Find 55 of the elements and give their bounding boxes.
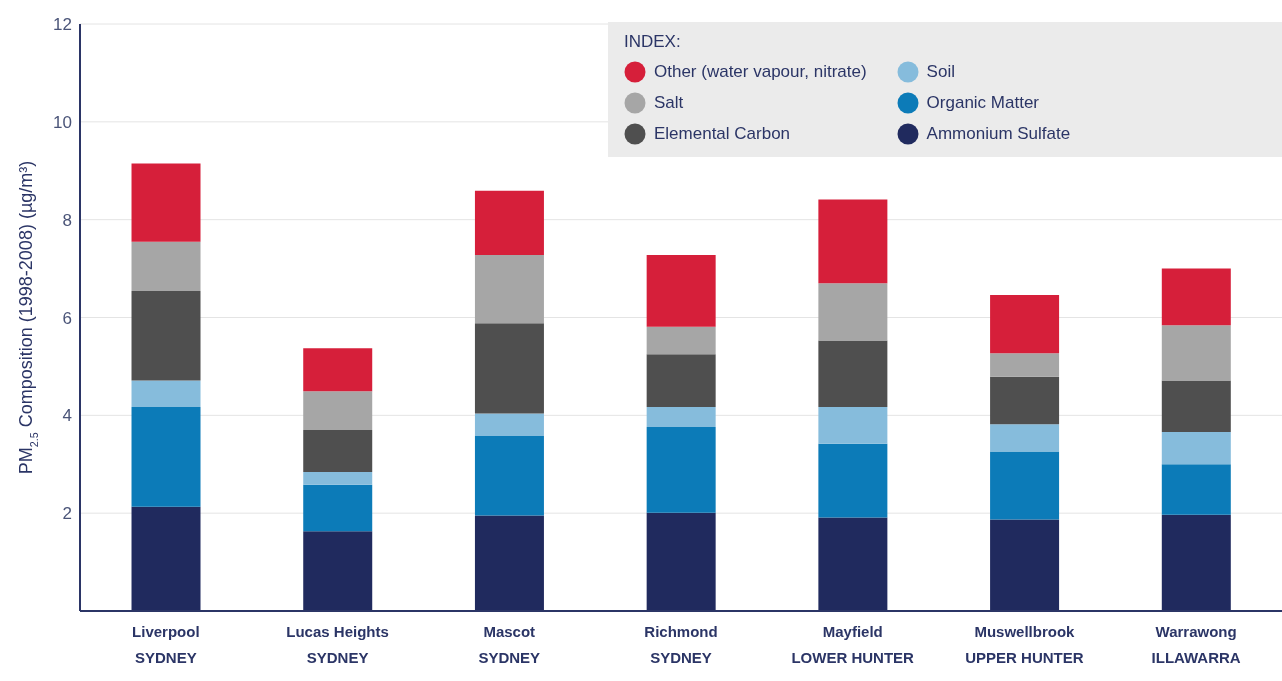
bar	[646, 407, 716, 428]
bar	[1161, 268, 1231, 326]
x-tick-label: Muswellbrook UPPER HUNTER	[965, 623, 1084, 666]
y-tick-label: 2	[62, 504, 72, 524]
bar	[131, 163, 201, 242]
x-tick-label: Lucas Heights SYDNEY	[286, 623, 389, 666]
bar	[1161, 325, 1231, 381]
y-tick-label: 6	[62, 308, 72, 328]
x-tick-label: Mayfield LOWER HUNTER	[791, 623, 915, 666]
legend-label: Other (water vapour, nitrate)	[654, 61, 867, 82]
bar	[990, 353, 1060, 377]
bar	[1161, 380, 1231, 432]
y-tick-label: 10	[53, 112, 72, 132]
bar	[990, 424, 1060, 452]
bar	[646, 326, 716, 355]
bar	[303, 472, 373, 485]
bar	[131, 380, 201, 408]
y-tick-label: 8	[62, 210, 72, 230]
bar	[303, 430, 373, 473]
bar	[818, 443, 888, 518]
x-tick-label: Liverpool SYDNEY	[132, 623, 200, 666]
legend-label: Soil	[926, 61, 955, 82]
bar	[646, 254, 716, 327]
bar	[818, 283, 888, 341]
bar	[131, 241, 201, 292]
bar	[818, 340, 888, 408]
x-tick-label: Mascot SYDNEY	[478, 623, 541, 666]
legend-label: Ammonium Sulfate	[926, 123, 1071, 144]
bar	[646, 354, 716, 408]
bar	[474, 413, 544, 436]
bar	[990, 376, 1060, 425]
legend-label: Salt	[654, 92, 684, 113]
bar	[1161, 464, 1231, 515]
x-tick-label: Warrawong ILLAWARRA	[1151, 623, 1241, 666]
bar	[990, 451, 1060, 520]
bar	[990, 295, 1060, 354]
bar	[818, 407, 888, 444]
bar	[818, 199, 888, 284]
y-tick-label: 12	[53, 15, 72, 35]
bar	[474, 254, 544, 324]
legend-label: Organic Matter	[926, 92, 1040, 113]
bar	[646, 427, 716, 513]
bar	[303, 391, 373, 431]
bar	[474, 323, 544, 414]
bar	[131, 291, 201, 381]
y-tick-label: 4	[62, 406, 72, 426]
legend-title: INDEX:	[624, 32, 682, 52]
bar	[474, 190, 544, 255]
bar	[303, 484, 373, 532]
legend-label: Elemental Carbon	[654, 123, 791, 144]
bar	[474, 435, 544, 516]
bar	[1161, 431, 1231, 465]
x-tick-label: Richmond SYDNEY	[644, 623, 718, 666]
bar	[303, 348, 373, 392]
bar	[131, 407, 201, 507]
